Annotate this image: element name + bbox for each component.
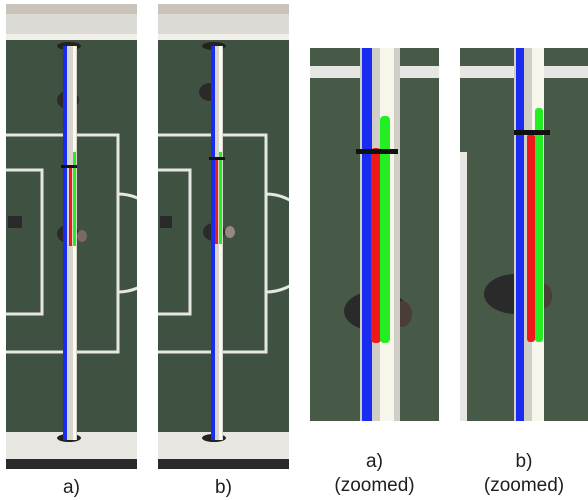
marker-blue [362,48,372,421]
marker-black [514,130,550,135]
panel-b-zoomed-image [460,48,588,421]
marker-red [527,134,535,342]
caption-b-zoomed-sub: (zoomed) [483,475,565,496]
marker-blue [63,46,67,440]
caption-a-zoomed: a) (zoomed) [310,450,439,498]
panel-a-zoomed-image [310,48,439,421]
marker-green [73,152,76,246]
field-lines [6,133,137,354]
marker-blue [516,48,524,421]
caption-a-label: a) [63,477,80,498]
caption-a: a) [6,476,137,500]
marker-black [61,165,77,168]
panel-b-image [158,4,289,469]
marker-black [209,157,225,160]
caption-b-label: b) [215,477,232,498]
marker-red [215,160,218,244]
caption-a-zoomed-label: a) [366,451,383,472]
marker-blue [211,46,215,440]
caption-b: b) [158,476,289,500]
marker-red [69,168,72,246]
marker-black [356,149,398,154]
caption-b-zoomed: b) (zoomed) [460,450,588,498]
caption-a-zoomed-sub: (zoomed) [334,475,415,496]
caption-b-zoomed-label: b) [515,451,533,472]
marker-green [219,152,222,244]
panel-a-image [6,4,137,469]
marker-green [535,108,543,342]
marker-red [371,148,381,343]
marker-green [380,116,390,343]
